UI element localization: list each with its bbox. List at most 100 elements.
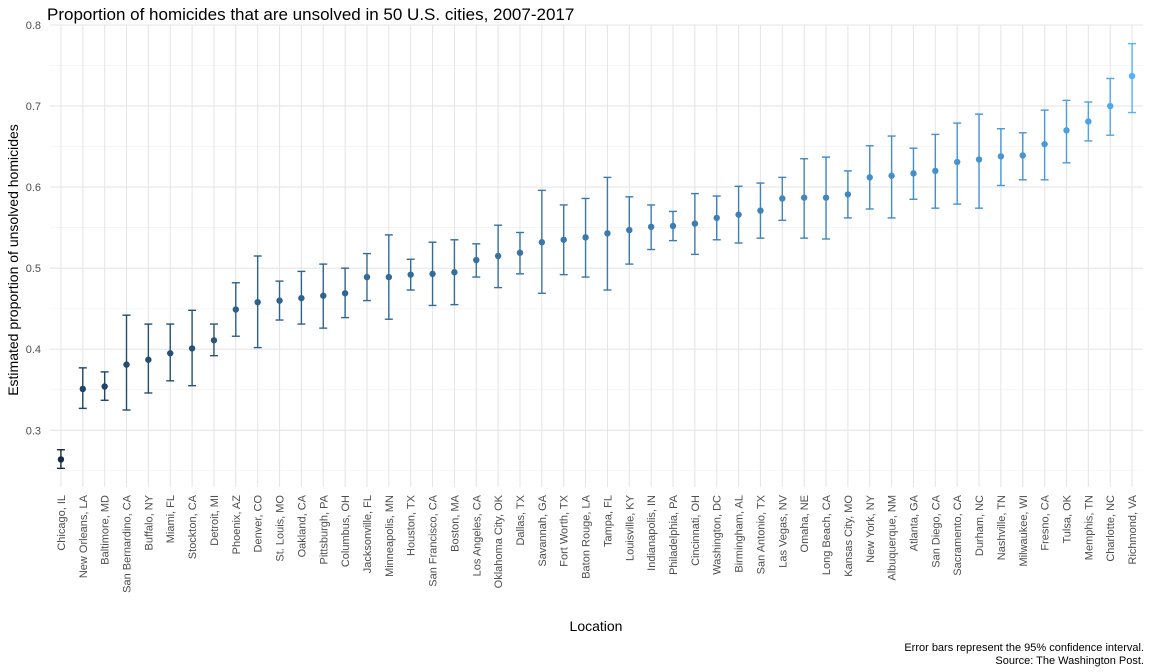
x-tick-label: Dallas, TX (515, 494, 527, 545)
x-tick-label: Philadelphia, PA (668, 494, 680, 575)
data-point (560, 236, 567, 243)
chart-title: Proportion of homicides that are unsolve… (47, 5, 574, 24)
caption-line-1: Error bars represent the 95% confidence … (904, 642, 1144, 654)
grid-layer (50, 24, 1143, 487)
x-tick-label: Pittsburgh, PA (318, 494, 330, 564)
data-point (451, 269, 458, 276)
x-tick-label: Minneapolis, MN (384, 495, 396, 577)
x-tick-label: Washington, DC (712, 495, 724, 575)
x-tick-label: Birmingham, AL (734, 495, 746, 573)
data-point (932, 167, 939, 175)
x-tick-label: Fort Worth, TX (559, 494, 571, 566)
x-tick-label: San Antonio, TX (755, 494, 767, 574)
x-tick-label: Durham, NC (974, 495, 986, 556)
x-tick-label: Las Vegas, NV (777, 494, 789, 567)
x-tick-label: Charlotte, NC (1105, 495, 1117, 562)
data-point (757, 207, 764, 214)
data-point (494, 252, 502, 260)
data-point (254, 299, 261, 306)
x-tick-label: Richmond, VA (1127, 494, 1139, 564)
data-point (1019, 152, 1026, 159)
x-tick-label: Memphis, TN (1083, 495, 1095, 560)
x-tick-label: St. Louis, MO (275, 495, 287, 562)
x-tick-label: Columbus, OH (340, 495, 352, 567)
data-point (1107, 102, 1114, 110)
data-point (385, 273, 393, 281)
x-tick-label: Nashville, TN (996, 495, 1008, 560)
data-point (953, 158, 961, 166)
x-tick-label: Los Angeles, CA (471, 494, 483, 576)
x-tick-label: Phoenix, AZ (231, 495, 243, 555)
x-tick-label: Baton Rouge, LA (581, 494, 593, 578)
data-point (910, 170, 917, 177)
data-point (647, 223, 655, 231)
data-point (844, 191, 852, 198)
x-tick-label: Houston, TX (406, 494, 418, 556)
x-tick-label: Baltimore, MD (100, 495, 112, 565)
x-tick-label: Kansas City, MO (843, 495, 855, 577)
y-axis-ticks: 0.3 0.4 0.5 0.6 0.7 0.8 (26, 20, 41, 437)
x-tick-label: Buffalo, NY (143, 494, 155, 550)
data-point (975, 156, 983, 163)
x-tick-label: San Bernardino, CA (122, 494, 134, 592)
data-point (429, 270, 436, 278)
x-tick-label: Long Beach, CA (821, 494, 833, 575)
x-tick-label: Chicago, IL (56, 495, 68, 551)
x-tick-label: Oakland, CA (296, 494, 308, 557)
x-tick-label: Stockton, CA (187, 494, 199, 559)
y-tick-label: 0.7 (26, 101, 41, 113)
x-tick-label: Atlanta, GA (908, 494, 920, 551)
y-tick-label: 0.6 (26, 182, 41, 194)
data-point (1063, 127, 1070, 134)
data-point (210, 337, 218, 344)
marks-layer (56, 42, 1137, 470)
data-point (1128, 72, 1136, 80)
x-axis-ticks: Chicago, IL New Orleans, LA Baltimore, MD S… (56, 494, 1139, 593)
data-point (713, 214, 720, 222)
data-point (276, 297, 283, 304)
data-point (604, 230, 611, 237)
data-point (320, 292, 327, 299)
data-point (866, 174, 873, 181)
data-point (779, 195, 786, 202)
x-tick-label: Denver, CO (253, 495, 265, 553)
x-tick-label: San Diego, CA (930, 494, 942, 567)
x-tick-label: Tulsa, OK (1061, 494, 1073, 543)
data-point (232, 306, 240, 313)
data-point (363, 273, 371, 281)
data-point (101, 383, 108, 390)
y-tick-label: 0.3 (26, 425, 41, 437)
x-axis-title: Location (570, 618, 623, 634)
data-point (341, 290, 349, 297)
y-axis-title: Estimated proportion of unsolved homicid… (5, 124, 21, 396)
x-tick-label: Albuquerque, NM (887, 495, 899, 581)
x-tick-label: New York, NY (865, 494, 877, 563)
data-point (516, 249, 524, 256)
y-tick-label: 0.4 (26, 344, 41, 356)
x-tick-label: Savannah, GA (537, 494, 549, 566)
data-point (79, 385, 86, 393)
y-tick-label: 0.5 (26, 263, 41, 275)
data-point (298, 294, 305, 302)
x-tick-label: Sacramento, CA (952, 494, 964, 575)
data-point (145, 356, 152, 363)
x-tick-label: Boston, MA (449, 494, 461, 552)
data-point (538, 239, 546, 246)
x-tick-label: Oklahoma City, OK (493, 494, 505, 588)
data-point (735, 211, 742, 218)
data-point (123, 361, 130, 368)
data-point (582, 234, 589, 241)
caption-line-2: Source: The Washington Post. (995, 655, 1144, 667)
x-tick-label: New Orleans, LA (78, 494, 90, 578)
x-tick-label: Omaha, NE (799, 495, 811, 552)
data-point (167, 350, 174, 357)
data-point (888, 172, 895, 179)
x-tick-label: Indianapolis, IN (646, 495, 658, 571)
x-tick-label: San Francisco, CA (428, 494, 440, 586)
x-tick-label: Louisville, KY (624, 494, 636, 561)
y-tick-label: 0.8 (26, 20, 41, 32)
x-tick-label: Tampa, FL (602, 495, 614, 547)
data-point (1085, 118, 1092, 125)
x-tick-label: Detroit, MI (209, 495, 221, 546)
